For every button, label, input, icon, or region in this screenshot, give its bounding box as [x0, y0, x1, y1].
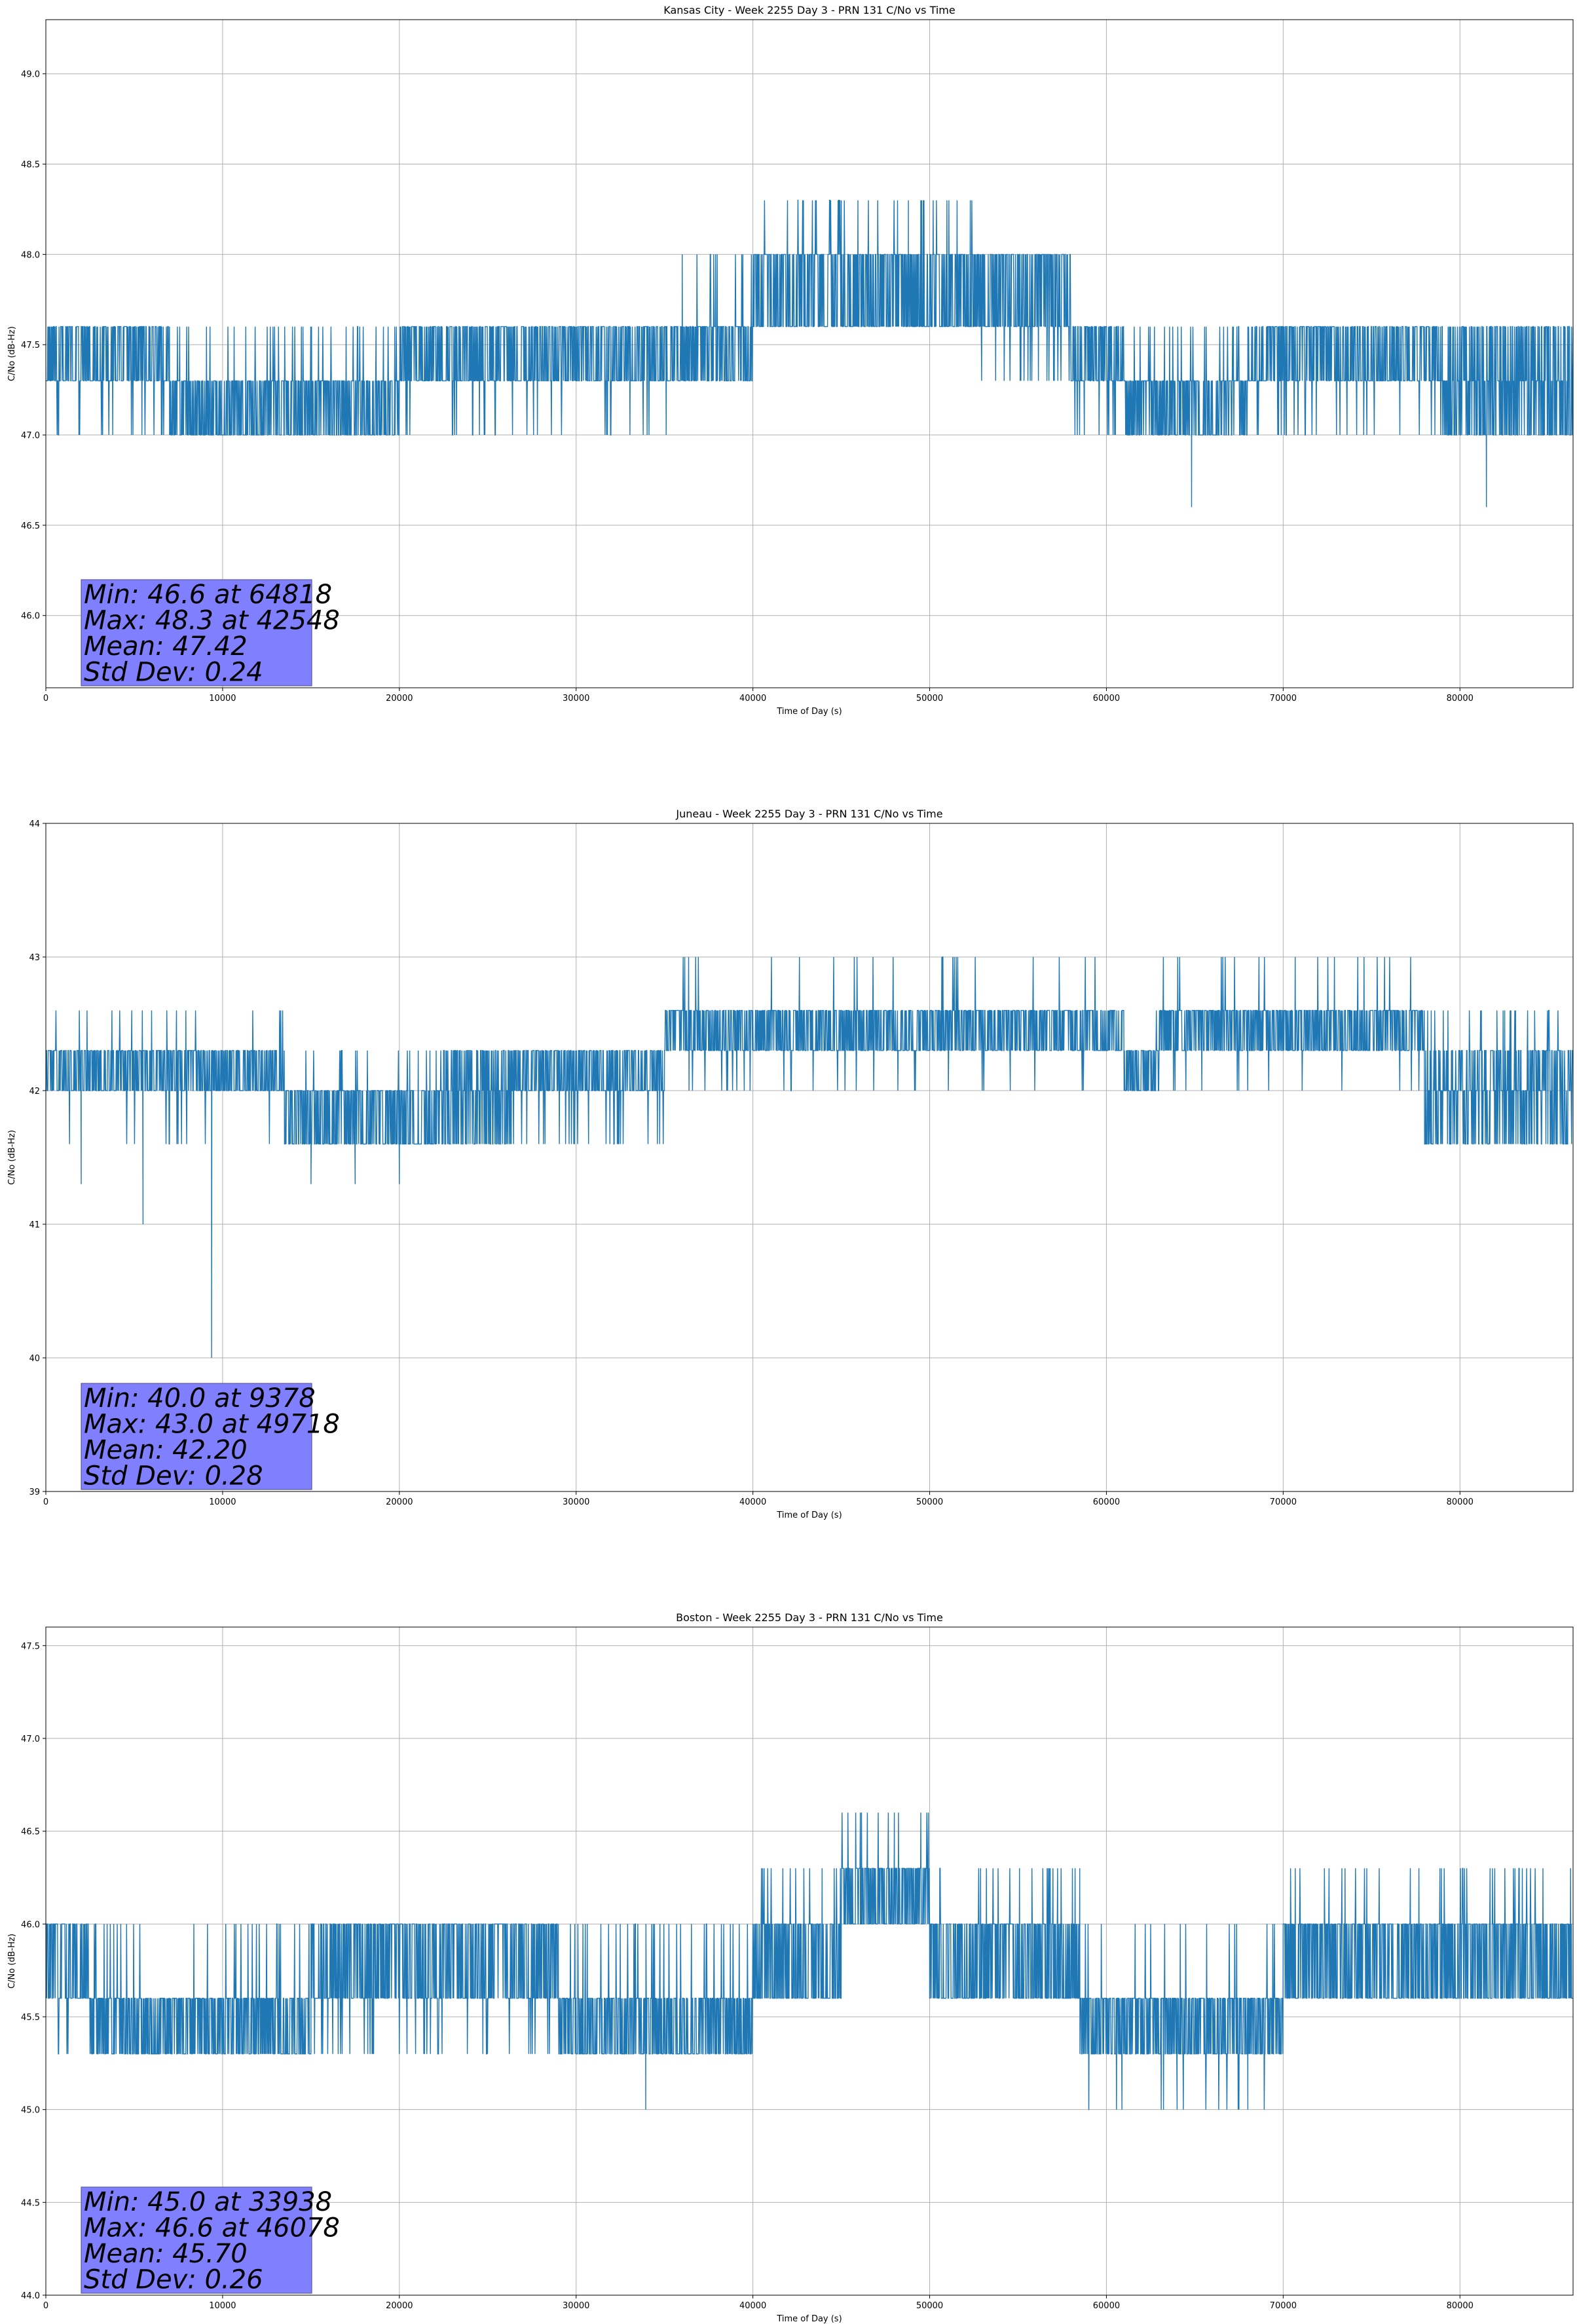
y-tick-label: 41	[29, 1220, 40, 1230]
y-tick-label: 47.0	[21, 1734, 40, 1744]
y-axis: 44.0 44.5 45.0 45.5 46.0 46.5 47.0 47.5	[21, 1641, 46, 2301]
y-tick-label: 44	[29, 819, 40, 829]
y-tick-label: 44.5	[21, 2198, 40, 2208]
y-tick-label: 47.0	[21, 431, 40, 441]
stats-line: Mean: 47.42	[84, 631, 248, 662]
stats-line: Max: 48.3 at 42548	[84, 606, 340, 636]
y-tick-label: 45.0	[21, 2106, 40, 2116]
x-tick-label: 40000	[739, 1497, 766, 1507]
stats-line: Max: 46.6 at 46078	[84, 2213, 340, 2243]
y-tick-label: 46.5	[21, 1827, 40, 1837]
series-line-0	[45, 956, 1573, 1359]
x-tick-label: 50000	[916, 1497, 943, 1507]
x-tick-label: 40000	[739, 2301, 766, 2311]
stats-line: Min: 45.0 at 33938	[84, 2187, 332, 2217]
x-tick-label: 70000	[1270, 2301, 1297, 2311]
stats-box-background	[81, 579, 312, 686]
stats-line: Std Dev: 0.24	[84, 658, 263, 688]
x-tick-label: 60000	[1093, 2301, 1120, 2311]
x-tick-label: 0	[43, 694, 48, 703]
chart-title: Boston - Week 2255 Day 3 - PRN 131 C/No …	[676, 1611, 943, 1624]
x-tick-label: 60000	[1093, 694, 1120, 703]
y-tick-label: 45.5	[21, 2013, 40, 2023]
x-tick-label: 10000	[209, 1497, 236, 1507]
series-line-0	[46, 200, 1574, 508]
stats-box-background	[81, 1383, 312, 1490]
y-tick-label: 43	[29, 953, 40, 963]
x-axis-label: Time of Day (s)	[776, 2314, 842, 2324]
plot-frame	[45, 19, 1574, 688]
x-tick-label: 0	[43, 1497, 48, 1507]
x-tick-label: 30000	[563, 1497, 589, 1507]
chart-title: Kansas City - Week 2255 Day 3 - PRN 131 …	[663, 4, 955, 16]
y-tick-label: 48.5	[21, 160, 40, 170]
y-tick-label: 40	[29, 1354, 40, 1364]
plot-frame	[45, 1626, 1574, 2296]
x-tick-label: 40000	[739, 694, 766, 703]
x-axis: 0 10000 20000 30000 40000 50000 60000 70000 8000…	[43, 2295, 1474, 2311]
x-axis-label: Time of Day (s)	[776, 1510, 842, 1520]
x-tick-label: 50000	[916, 2301, 943, 2311]
x-tick-label: 80000	[1447, 2301, 1474, 2311]
series-line-0	[45, 1812, 1573, 2110]
y-tick-label: 42	[29, 1087, 40, 1096]
x-tick-label: 60000	[1093, 1497, 1120, 1507]
y-axis-label: C/No (dB-Hz)	[7, 1130, 17, 1185]
x-axis: 0 10000 20000 30000 40000 50000 60000 70000 8000…	[43, 1491, 1474, 1507]
y-tick-label: 46.0	[21, 612, 40, 622]
y-tick-label: 46.0	[21, 1920, 40, 1930]
x-tick-label: 70000	[1270, 694, 1297, 703]
y-tick-label: 39	[29, 1488, 40, 1497]
x-tick-label: 30000	[563, 2301, 589, 2311]
y-axis-label: C/No (dB-Hz)	[7, 1934, 17, 1989]
stats-line: Std Dev: 0.26	[84, 2265, 263, 2295]
y-axis: 46.0 46.5 47.0 47.5 48.0 48.5 49.0	[21, 70, 46, 622]
series-group	[46, 200, 1574, 508]
series-group	[45, 956, 1573, 1359]
plot-frame	[45, 823, 1574, 1492]
x-tick-label: 30000	[563, 694, 589, 703]
chart-panel-2: Boston - Week 2255 Day 3 - PRN 131 C/No …	[7, 1611, 1574, 2324]
y-tick-label: 49.0	[21, 70, 40, 80]
stats-box-background	[81, 2186, 312, 2294]
y-tick-label: 47.5	[21, 341, 40, 350]
x-axis-label: Time of Day (s)	[776, 707, 842, 717]
y-axis-label: C/No (dB-Hz)	[7, 326, 17, 381]
x-tick-label: 10000	[209, 694, 236, 703]
chart-panel-0: Kansas City - Week 2255 Day 3 - PRN 131 …	[7, 4, 1574, 717]
x-tick-label: 50000	[916, 694, 943, 703]
x-tick-label: 80000	[1447, 1497, 1474, 1507]
stats-line: Mean: 45.70	[84, 2239, 248, 2269]
x-tick-label: 20000	[386, 2301, 413, 2311]
y-tick-label: 47.5	[21, 1641, 40, 1651]
chart-title: Juneau - Week 2255 Day 3 - PRN 131 C/No …	[675, 808, 942, 820]
stats-line: Std Dev: 0.28	[84, 1461, 263, 1491]
y-tick-label: 44.0	[21, 2291, 40, 2301]
series-group	[45, 1812, 1573, 2110]
x-tick-label: 80000	[1447, 694, 1474, 703]
y-axis: 39 40 41 42 43 44	[29, 819, 46, 1497]
y-tick-label: 46.5	[21, 521, 40, 531]
stats-line: Mean: 42.20	[84, 1435, 248, 1465]
stats-line: Min: 46.6 at 64818	[84, 580, 332, 610]
x-tick-label: 70000	[1270, 1497, 1297, 1507]
chart-panel-1: Juneau - Week 2255 Day 3 - PRN 131 C/No …	[7, 808, 1574, 1520]
x-tick-label: 20000	[386, 1497, 413, 1507]
x-tick-label: 0	[43, 2301, 48, 2311]
stats-line: Min: 40.0 at 9378	[84, 1383, 316, 1414]
y-tick-label: 48.0	[21, 250, 40, 260]
x-axis: 0 10000 20000 30000 40000 50000 60000 70000 8000…	[43, 688, 1474, 703]
x-tick-label: 10000	[209, 2301, 236, 2311]
stats-line: Max: 43.0 at 49718	[84, 1410, 340, 1440]
x-tick-label: 20000	[386, 694, 413, 703]
